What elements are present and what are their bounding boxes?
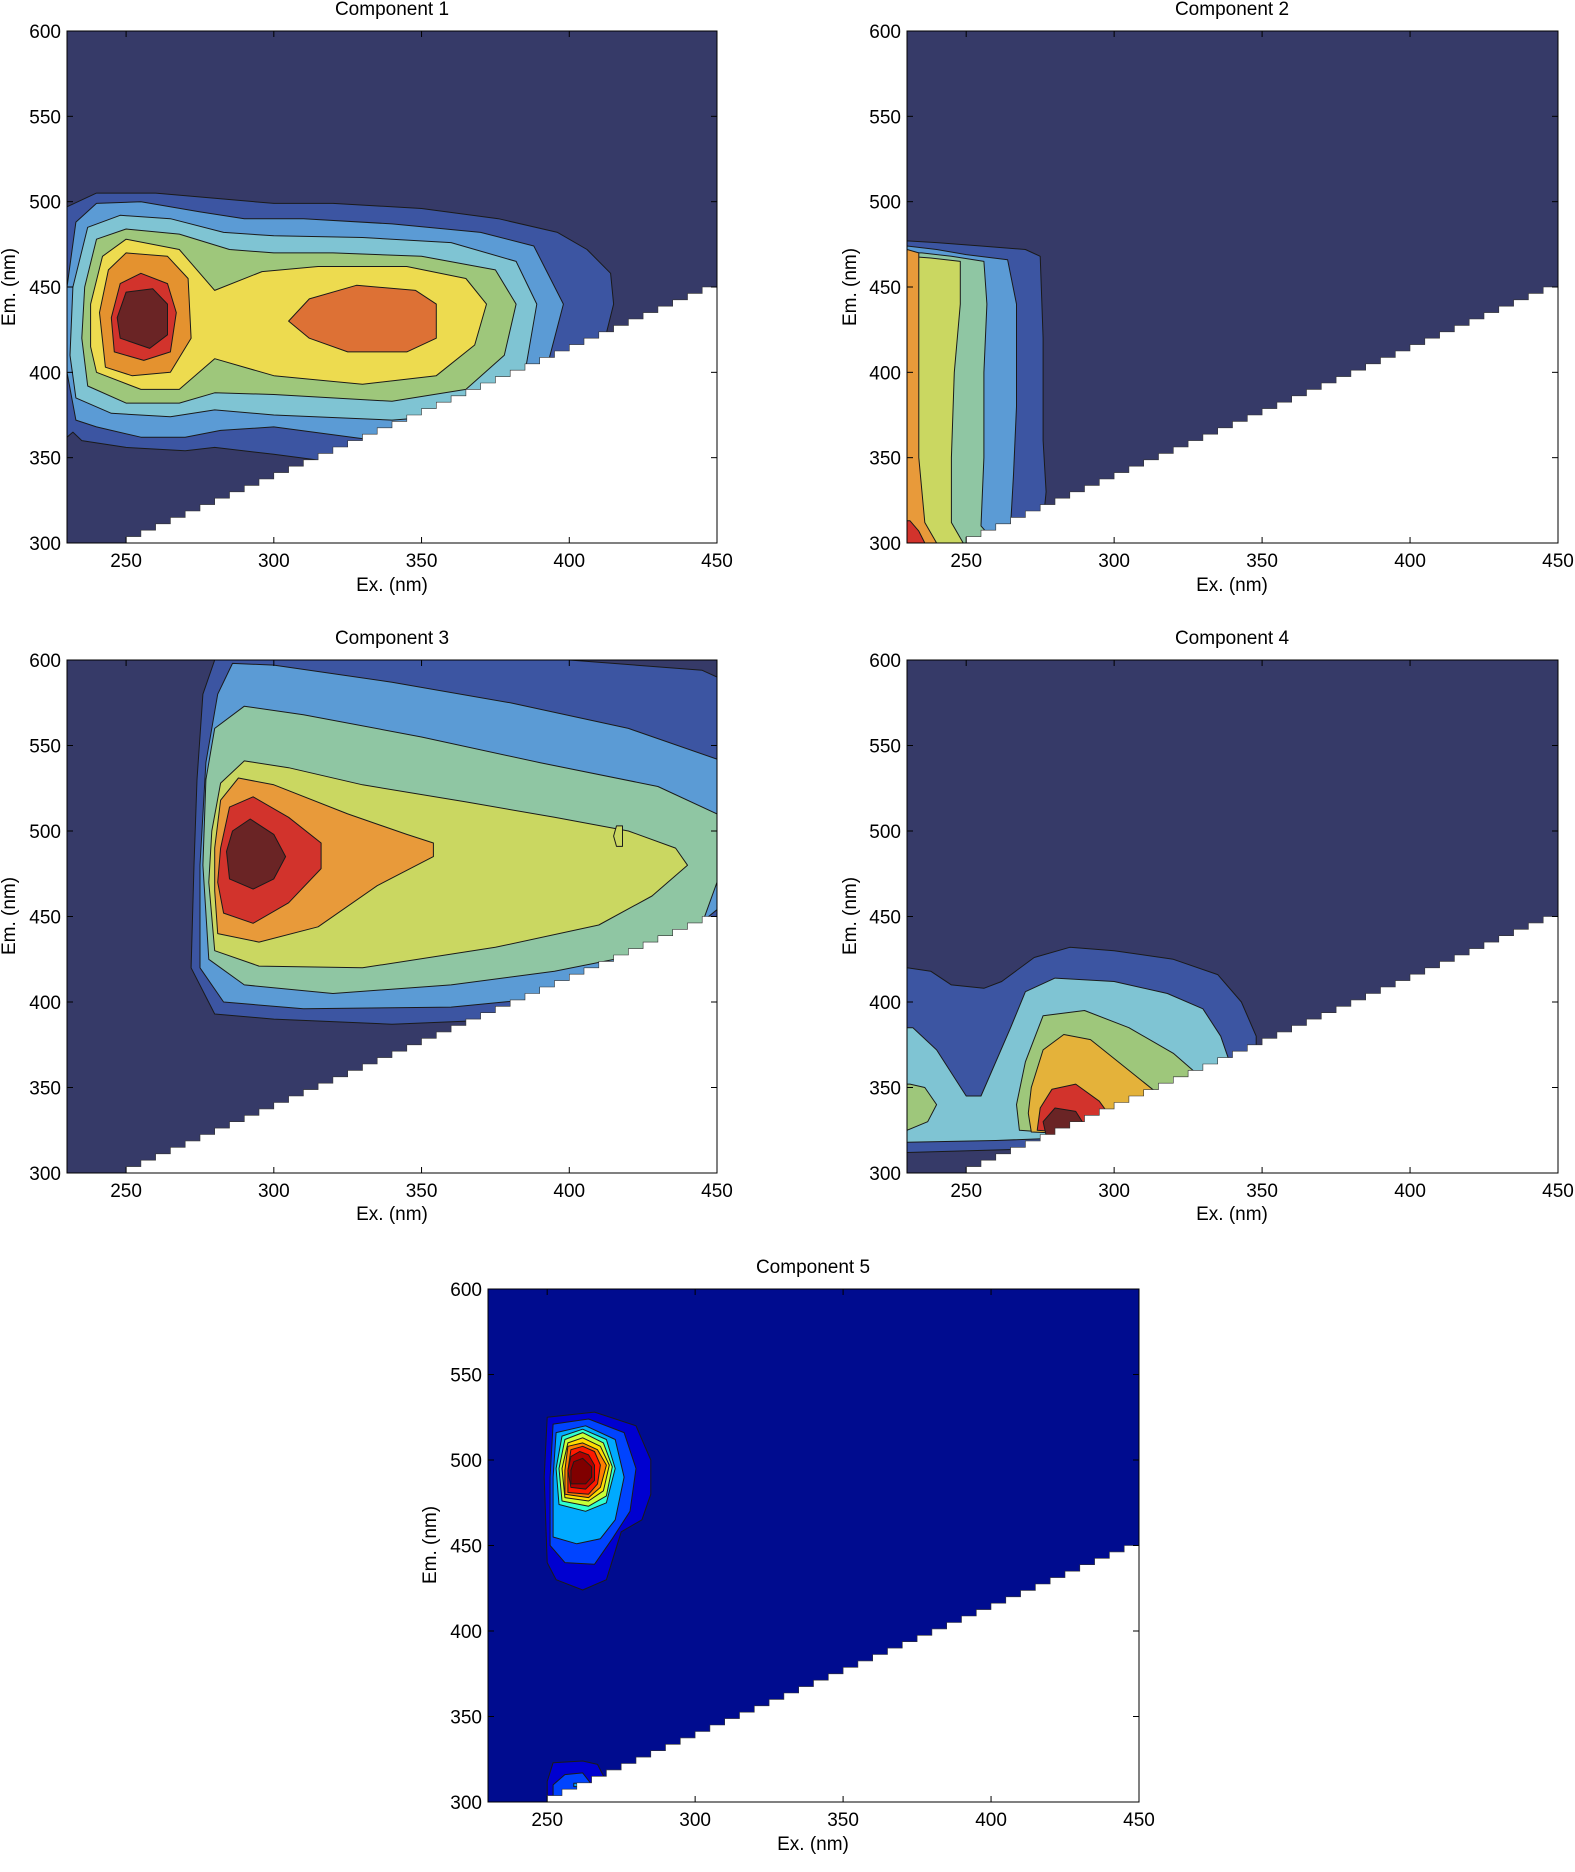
x-tick-label: 400 [553,551,585,572]
y-tick-label: 600 [29,22,61,43]
y-axis-label: Em. (nm) [840,877,861,955]
panel-title: Component 3 [335,628,449,649]
x-tick-label: 250 [110,1181,142,1202]
y-tick-label: 600 [450,1280,482,1301]
x-tick-label: 350 [406,551,438,572]
contour-level-3 [907,1083,938,1131]
scatter-mask [951,916,1558,1173]
y-tick-label: 450 [869,908,901,929]
plot-area [907,660,1558,1173]
y-tick-label: 400 [29,993,61,1014]
x-tick-label: 300 [679,1810,711,1831]
x-tick-label: 300 [1098,1181,1130,1202]
x-tick-label: 350 [406,1181,438,1202]
x-tick-label: 450 [701,1181,733,1202]
panel-component-1: 250 300 350 400 450 300 350 400 450 500 550 600 Comp… [0,0,733,596]
x-tick-label: 450 [701,551,733,572]
x-tick-label: 350 [1246,551,1278,572]
panel-component-3: 250 300 350 400 450 300 350 400 450 500 550 600 Comp… [0,628,733,1225]
y-tick-label: 500 [450,1451,482,1472]
y-tick-label: 600 [29,651,61,672]
y-tick-label: 450 [450,1537,482,1558]
x-tick-label: 400 [975,1810,1007,1831]
x-axis-label: Ex. (nm) [356,1204,428,1225]
plot-area [67,31,717,543]
panel-component-2: 250 300 350 400 450 300 350 400 450 500 550 600 Comp… [840,0,1574,596]
panel-title: Component 5 [756,1257,870,1278]
y-tick-label: 500 [869,822,901,843]
x-tick-label: 350 [1246,1181,1278,1202]
panel-component-4: 250 300 350 400 450 300 350 400 450 500 550 600 Comp… [840,628,1574,1225]
y-tick-label: 550 [869,107,901,128]
x-axis-label: Ex. (nm) [777,1834,849,1855]
plot-area [67,660,717,1173]
y-tick-label: 400 [450,1622,482,1643]
x-tick-label: 250 [531,1810,563,1831]
y-tick-label: 300 [29,534,61,555]
panel-component-5: 250 300 350 400 450 300 350 400 450 500 550 600 Comp… [420,1257,1155,1855]
y-tick-label: 400 [29,363,61,384]
x-tick-label: 300 [258,1181,290,1202]
contour-level-10 [570,1457,593,1485]
y-tick-label: 450 [29,278,61,299]
x-axis-label: Ex. (nm) [356,575,428,596]
y-tick-label: 400 [869,363,901,384]
x-tick-label: 300 [1098,551,1130,572]
contour-level-6 [907,520,926,543]
x-tick-label: 400 [1394,551,1426,572]
contour-level-5 [907,249,938,543]
x-tick-label: 450 [1542,551,1574,572]
x-tick-label: 350 [827,1810,859,1831]
contour-level-5 [613,825,623,847]
x-tick-label: 400 [1394,1181,1426,1202]
x-tick-label: 300 [258,551,290,572]
panel-title: Component 1 [335,0,449,20]
x-axis-label: Ex. (nm) [1196,1204,1268,1225]
y-axis-label: Em. (nm) [0,877,20,955]
y-tick-label: 300 [869,534,901,555]
scatter-mask [951,286,1558,543]
y-tick-label: 500 [869,193,901,214]
y-tick-label: 350 [450,1708,482,1729]
contour-level-6 [288,284,437,353]
x-tick-label: 400 [553,1181,585,1202]
y-tick-label: 400 [869,993,901,1014]
scatter-mask [532,1545,1139,1802]
y-axis-label: Em. (nm) [840,248,861,326]
y-tick-label: 500 [29,193,61,214]
y-axis-label: Em. (nm) [0,248,20,326]
y-tick-label: 500 [29,822,61,843]
y-tick-label: 350 [29,1079,61,1100]
y-axis-label: Em. (nm) [420,1506,441,1584]
x-tick-label: 250 [110,551,142,572]
contour-level-8 [116,288,168,349]
y-tick-label: 300 [869,1164,901,1185]
x-tick-label: 450 [1123,1810,1155,1831]
panel-title: Component 4 [1175,628,1290,649]
y-tick-label: 450 [29,908,61,929]
y-tick-label: 550 [450,1366,482,1387]
y-tick-label: 300 [450,1793,482,1814]
plot-area [488,1289,1139,1802]
y-tick-label: 600 [869,22,901,43]
x-tick-label: 250 [950,551,982,572]
x-tick-label: 450 [1542,1181,1574,1202]
plot-area [907,31,1558,543]
y-tick-label: 600 [869,651,901,672]
panel-title: Component 2 [1175,0,1289,20]
y-tick-label: 350 [869,449,901,470]
y-tick-label: 550 [869,737,901,758]
scatter-mask [111,286,717,543]
y-tick-label: 350 [29,449,61,470]
y-tick-label: 550 [29,737,61,758]
contour-level-7 [226,818,287,890]
y-tick-label: 350 [869,1079,901,1100]
x-tick-label: 250 [950,1181,982,1202]
x-axis-label: Ex. (nm) [1196,575,1268,596]
y-tick-label: 300 [29,1164,61,1185]
scatter-mask [111,916,717,1173]
y-tick-label: 450 [869,278,901,299]
y-tick-label: 550 [29,107,61,128]
